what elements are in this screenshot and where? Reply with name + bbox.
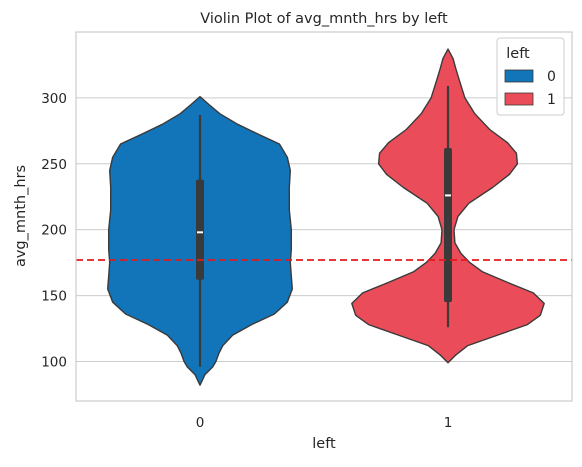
chart-title: Violin Plot of avg_mnth_hrs by left [200, 11, 448, 27]
legend-label-0: 0 [547, 69, 556, 85]
legend-swatch-0 [504, 69, 534, 83]
iqr-box-0 [196, 179, 204, 280]
y-tick-label: 100 [41, 354, 67, 370]
y-tick-layer: 100 150 200 250 300 [41, 91, 67, 371]
x-tick-label: 0 [196, 415, 205, 431]
violin-layer [107, 48, 545, 386]
legend-label-1: 1 [547, 92, 556, 108]
legend: left 0 1 [496, 37, 565, 116]
y-tick-label: 200 [41, 223, 67, 239]
y-axis-label: avg_mnth_hrs [13, 165, 29, 267]
iqr-box-1 [444, 147, 452, 303]
plot-frame [75, 31, 573, 402]
legend-title: left [506, 46, 530, 62]
y-tick-label: 250 [41, 157, 67, 173]
y-tick-label: 150 [41, 289, 67, 305]
x-tick-label: 1 [444, 415, 453, 431]
y-tick-label: 300 [41, 91, 67, 107]
legend-swatch-1 [504, 92, 534, 106]
x-axis-label: left [312, 436, 336, 452]
